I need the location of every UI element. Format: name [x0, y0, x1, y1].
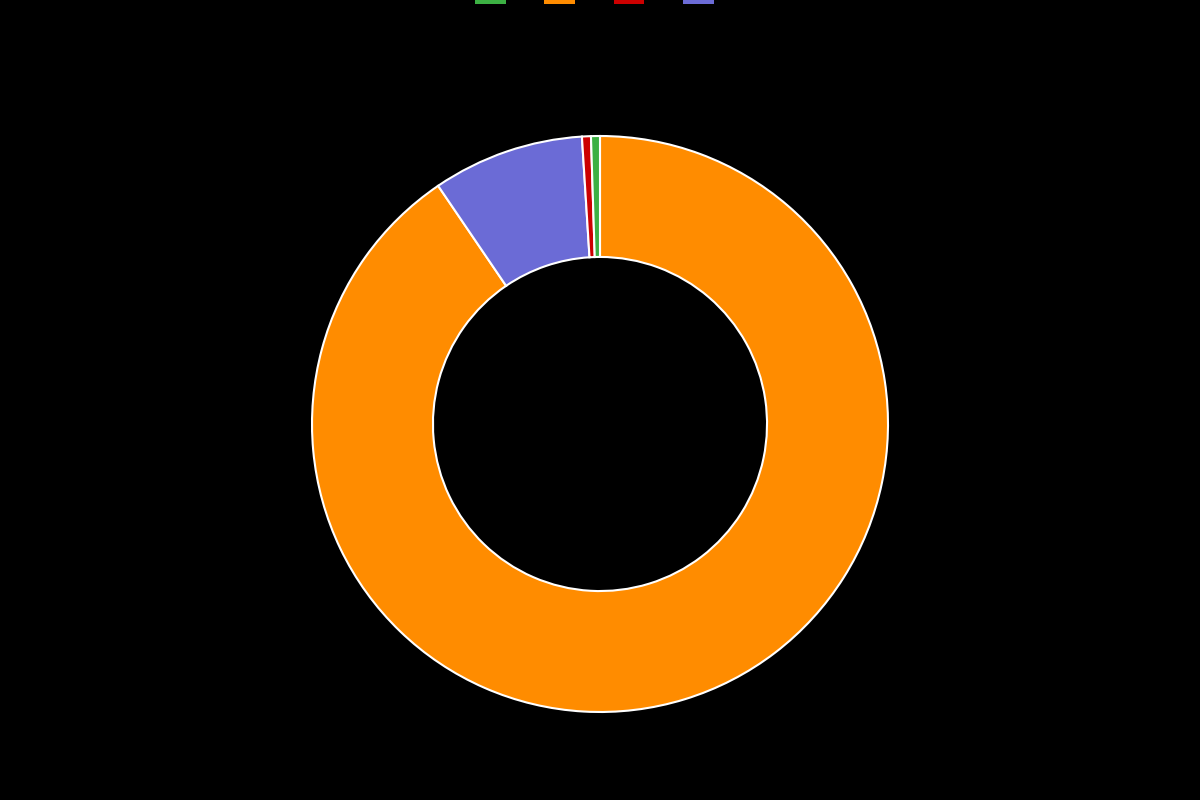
Legend: , , , : , , ,: [468, 0, 732, 13]
Wedge shape: [312, 136, 888, 712]
Wedge shape: [438, 137, 589, 286]
Wedge shape: [582, 136, 595, 258]
Wedge shape: [590, 136, 600, 257]
